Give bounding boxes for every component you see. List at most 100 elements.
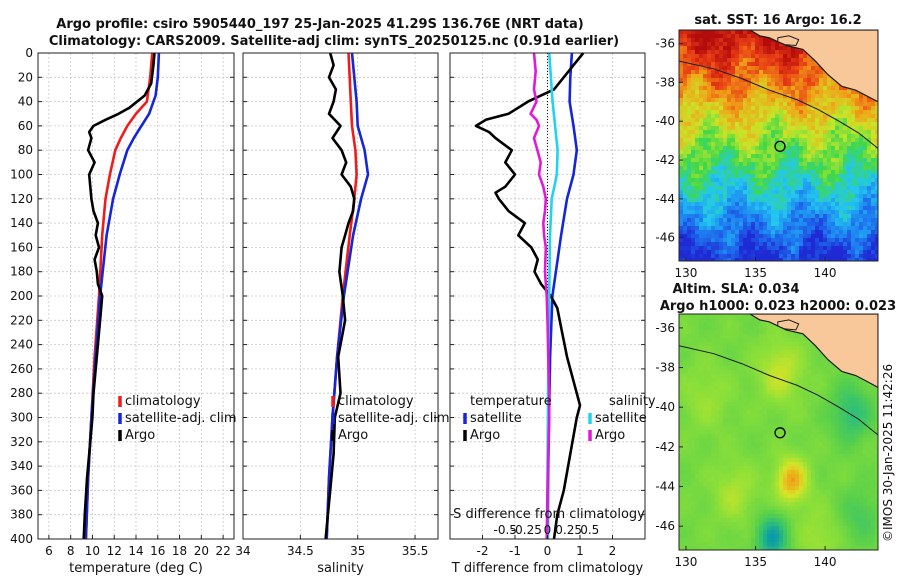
map-cell	[771, 206, 776, 211]
map-cell	[723, 66, 728, 71]
map-cell	[755, 354, 760, 359]
map-cell	[847, 390, 852, 395]
map-cell	[871, 394, 876, 399]
map-cell	[703, 86, 708, 91]
map-cell	[855, 94, 860, 99]
map-cell	[875, 206, 878, 211]
map-cell	[683, 66, 688, 71]
map-cell	[815, 378, 820, 383]
map-cell	[735, 114, 740, 119]
map-cell	[835, 222, 840, 227]
map-cell	[683, 74, 688, 79]
map-cell	[703, 78, 708, 83]
map-cell	[739, 338, 744, 343]
map-cell	[747, 126, 752, 131]
map-cell	[787, 230, 792, 235]
map-cell	[767, 442, 772, 447]
map-cell	[775, 230, 780, 235]
map-cell	[707, 414, 712, 419]
map-cell	[763, 194, 768, 199]
map-cell	[691, 210, 696, 215]
map-cell	[799, 394, 804, 399]
map-cell	[819, 414, 824, 419]
map-cell	[779, 358, 784, 363]
map-cell	[803, 102, 808, 107]
map-cell	[831, 410, 836, 415]
map-cell	[727, 174, 732, 179]
map-cell	[875, 242, 878, 247]
map-cell	[799, 198, 804, 203]
map-cell	[851, 394, 856, 399]
map-cell	[751, 166, 756, 171]
map-cell	[679, 330, 684, 335]
map-cell	[783, 438, 788, 443]
map-cell	[875, 166, 878, 171]
map-cell	[711, 418, 716, 423]
map-cell	[707, 390, 712, 395]
map-cell	[683, 334, 688, 339]
map-cell	[803, 114, 808, 119]
map-cell	[683, 422, 688, 427]
map-cell	[711, 414, 716, 419]
map-cell	[807, 374, 812, 379]
map-cell	[703, 150, 708, 155]
map-cell	[795, 242, 800, 247]
map-cell	[823, 362, 828, 367]
map-cell	[871, 146, 876, 151]
map-cell	[743, 222, 748, 227]
map-cell	[875, 174, 878, 179]
map-cell	[783, 178, 788, 183]
map-cell	[779, 370, 784, 375]
map-cell	[739, 330, 744, 335]
map-cell	[715, 162, 720, 167]
map-cell	[715, 450, 720, 455]
map-cell	[739, 194, 744, 199]
map-cell	[767, 66, 772, 71]
map-cell	[699, 442, 704, 447]
map-cell	[875, 222, 878, 227]
map-cell	[731, 98, 736, 103]
map-cell	[859, 122, 864, 127]
map-cell	[679, 430, 684, 435]
map-cell	[751, 398, 756, 403]
map-cell	[863, 122, 868, 127]
map-cell	[835, 438, 840, 443]
map-cell	[715, 430, 720, 435]
map-cell	[735, 154, 740, 159]
map-cell	[795, 238, 800, 243]
map-cell	[711, 106, 716, 111]
map-cell	[763, 434, 768, 439]
map-cell	[811, 106, 816, 111]
map-cell	[695, 338, 700, 343]
map-cell	[683, 154, 688, 159]
map-cell	[799, 414, 804, 419]
map-cell	[779, 442, 784, 447]
map-cell	[835, 226, 840, 231]
map-cell	[775, 146, 780, 151]
map-cell	[755, 86, 760, 91]
map-cell	[735, 250, 740, 255]
map-cell	[803, 358, 808, 363]
map-cell	[691, 326, 696, 331]
map-cell	[679, 162, 684, 167]
map-cell	[755, 386, 760, 391]
map-cell	[803, 242, 808, 247]
map-cell	[775, 410, 780, 415]
map-cell	[847, 202, 852, 207]
map-cell	[679, 202, 684, 207]
map-cell	[831, 370, 836, 375]
map-cell	[699, 102, 704, 107]
map-cell	[743, 354, 748, 359]
map-cell	[803, 450, 808, 455]
map-cell	[691, 98, 696, 103]
map-cell	[787, 366, 792, 371]
map-cell	[807, 254, 812, 259]
map-cell	[687, 130, 692, 135]
map-cell	[855, 158, 860, 163]
map-cell	[703, 182, 708, 187]
map-cell	[819, 122, 824, 127]
map-cell	[811, 238, 816, 243]
map-cell	[719, 370, 724, 375]
map-cell	[759, 330, 764, 335]
map-cell	[747, 98, 752, 103]
